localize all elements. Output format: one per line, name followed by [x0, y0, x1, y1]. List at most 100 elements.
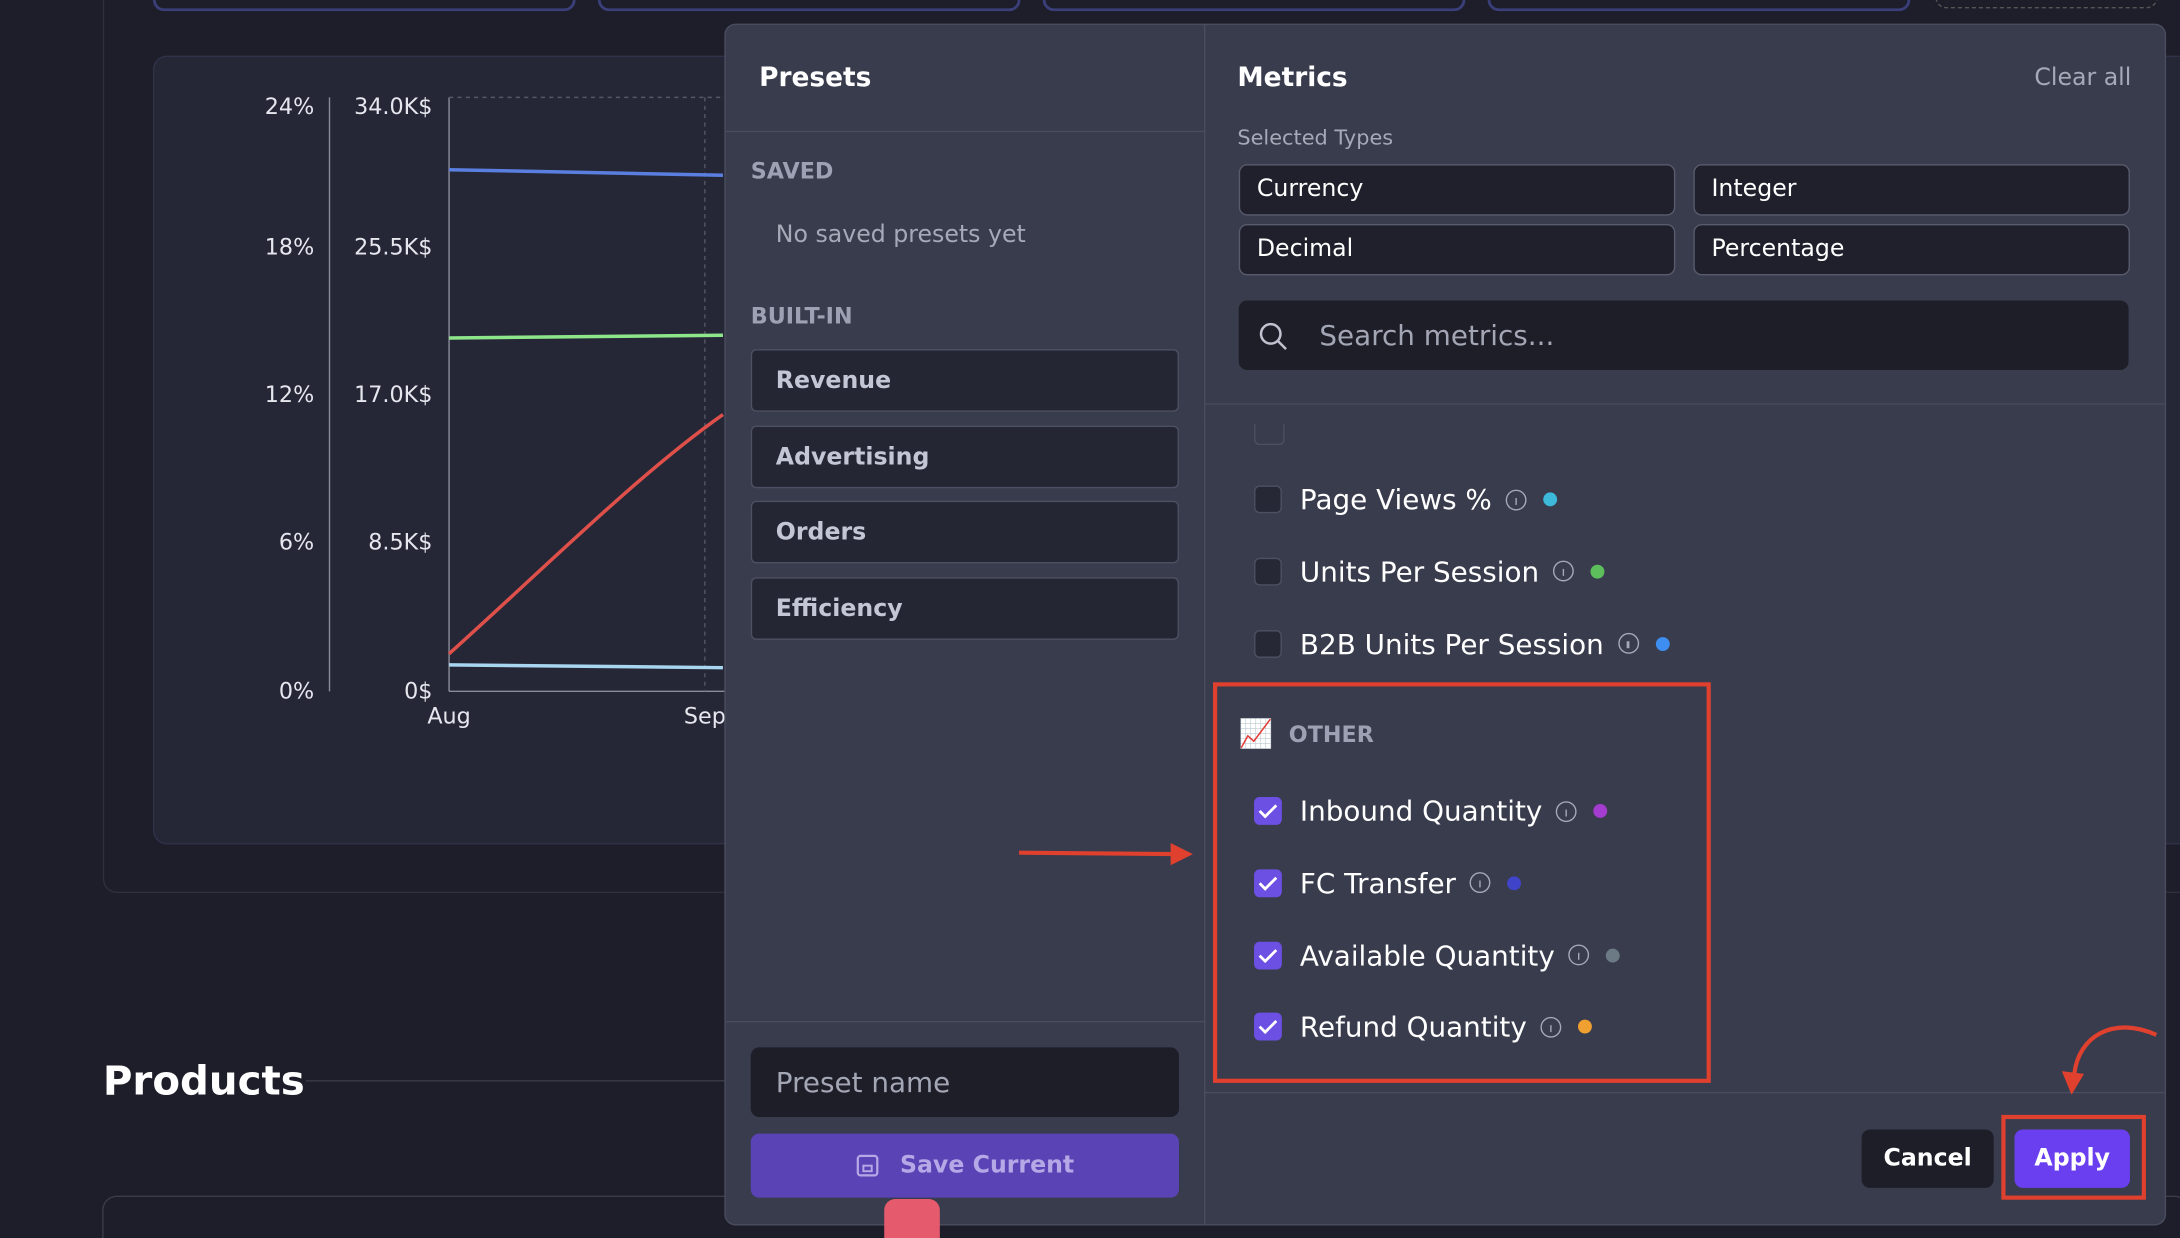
type-chip[interactable]: Decimal — [1238, 223, 1676, 276]
info-icon[interactable] — [1505, 488, 1527, 510]
color-dot — [1507, 876, 1522, 890]
metrics-panel: Metrics Clear all Selected Types Currenc… — [1205, 25, 2165, 1224]
x-tick-label: Sep — [683, 702, 726, 729]
button-label: Save Current — [899, 1151, 1075, 1180]
y-tick-label: 12% — [264, 381, 315, 408]
metrics-modal: Presets SAVED No saved presets yet BUILT… — [724, 23, 2167, 1226]
checkbox[interactable] — [1254, 1013, 1282, 1042]
apply-button[interactable]: Apply — [2014, 1129, 2130, 1188]
checkbox[interactable] — [1254, 869, 1282, 897]
type-chip[interactable]: Integer — [1693, 164, 2130, 216]
save-icon — [857, 1154, 879, 1177]
preset-button[interactable]: Advertising — [750, 425, 1179, 488]
info-icon[interactable] — [1540, 1016, 1562, 1038]
metric-row[interactable]: Page Views % — [1254, 479, 1558, 521]
divider — [1205, 1091, 2165, 1094]
metric-label: Available Quantity — [1299, 938, 1555, 972]
checkbox[interactable] — [1254, 557, 1282, 586]
clear-all[interactable]: Clear all — [2034, 63, 2132, 92]
y-tick-label: 34.0K$ — [354, 93, 433, 120]
metric-label: Units Per Session — [1299, 554, 1540, 589]
group-icon: 📈 — [1238, 716, 1274, 750]
color-dot — [1578, 1020, 1593, 1035]
series-line — [447, 413, 724, 656]
arrow — [2072, 1025, 2158, 1075]
dock-icon[interactable] — [884, 1199, 940, 1238]
highlight-box — [1213, 682, 1711, 1083]
presets-panel: Presets SAVED No saved presets yet BUILT… — [725, 25, 1206, 1225]
section-heading: BUILT-IN — [750, 302, 853, 329]
metric-row[interactable]: Inbound Quantity — [1254, 790, 1608, 832]
metric-row[interactable]: Units Per Session — [1254, 551, 1605, 593]
section-heading: SAVED — [750, 157, 834, 185]
check-mark — [1258, 1020, 1278, 1035]
y-tick-label: 25.5K$ — [354, 233, 433, 261]
panel-title: Metrics — [1237, 62, 1348, 94]
checkbox[interactable] — [1254, 797, 1282, 825]
search-placeholder: Search metrics... — [1319, 318, 1555, 352]
checkbox[interactable] — [1254, 629, 1282, 658]
color-dot — [1593, 803, 1608, 818]
panel-title: Presets — [759, 62, 872, 94]
search-input[interactable]: Search metrics... — [1238, 300, 2129, 371]
series-line — [449, 333, 723, 340]
check-mark — [1258, 804, 1278, 819]
series-line — [449, 167, 723, 178]
y-tick-label: 8.5K$ — [368, 528, 433, 556]
color-dot — [1543, 492, 1558, 507]
y-tick-label: 6% — [278, 528, 315, 556]
y-tick-label: 24% — [264, 93, 315, 120]
info-icon[interactable] — [1568, 944, 1590, 966]
types-label: Selected Types — [1237, 125, 1394, 151]
metric-label: B2B Units Per Session — [1299, 626, 1604, 661]
metric-label: Refund Quantity — [1299, 1010, 1527, 1044]
metric-row[interactable]: B2B Units Per Session — [1254, 623, 1670, 665]
info-icon[interactable] — [1553, 560, 1574, 582]
metric-label: FC Transfer — [1299, 866, 1456, 900]
type-chip[interactable]: Percentage — [1693, 223, 2130, 276]
metric-row[interactable]: Available Quantity — [1254, 934, 1621, 976]
empty-message: No saved presets yet — [775, 221, 1026, 249]
preset-button[interactable]: Orders — [750, 501, 1179, 564]
color-dot — [1655, 636, 1670, 651]
info-icon[interactable] — [1469, 872, 1491, 894]
metric-label: Page Views % — [1299, 482, 1492, 517]
color-dot — [1606, 948, 1621, 963]
group-heading: OTHER — [1288, 721, 1374, 748]
info-icon[interactable] — [1617, 633, 1639, 654]
y-tick-label: 0% — [278, 677, 315, 704]
x-tick-label: Aug — [427, 702, 471, 729]
checkbox[interactable] — [1254, 485, 1282, 514]
check-mark — [1258, 876, 1278, 891]
y-tick-label: 18% — [264, 233, 315, 261]
arrow-head — [1170, 842, 1193, 866]
info-icon[interactable] — [1556, 800, 1578, 822]
series-line — [449, 663, 723, 670]
arrow — [1019, 850, 1175, 857]
cancel-button[interactable]: Cancel — [1861, 1129, 1994, 1188]
divider — [725, 1020, 1204, 1023]
save-button[interactable]: Save Current — [750, 1133, 1179, 1198]
type-chip[interactable]: Currency — [1238, 164, 1676, 216]
checkbox[interactable] — [1254, 941, 1282, 969]
arrow-head — [2061, 1071, 2085, 1095]
metric-row[interactable]: Refund Quantity — [1254, 1006, 1593, 1048]
check-mark — [1258, 948, 1278, 963]
metric-label: Inbound Quantity — [1299, 794, 1543, 828]
section-title: Products — [102, 1057, 305, 1105]
color-dot — [1590, 564, 1605, 579]
preset-button[interactable]: Revenue — [750, 349, 1179, 412]
y-tick-label: 0$ — [404, 677, 433, 704]
highlight-box — [2001, 1114, 2146, 1200]
metric-row[interactable]: FC Transfer — [1254, 862, 1522, 904]
search-icon — [1259, 322, 1287, 351]
preset-button[interactable]: Efficiency — [750, 577, 1179, 640]
preset-name-input[interactable]: Preset name — [750, 1047, 1179, 1117]
scroll-mask — [1205, 404, 2165, 425]
divider — [725, 130, 1204, 133]
divider — [1205, 403, 2165, 405]
